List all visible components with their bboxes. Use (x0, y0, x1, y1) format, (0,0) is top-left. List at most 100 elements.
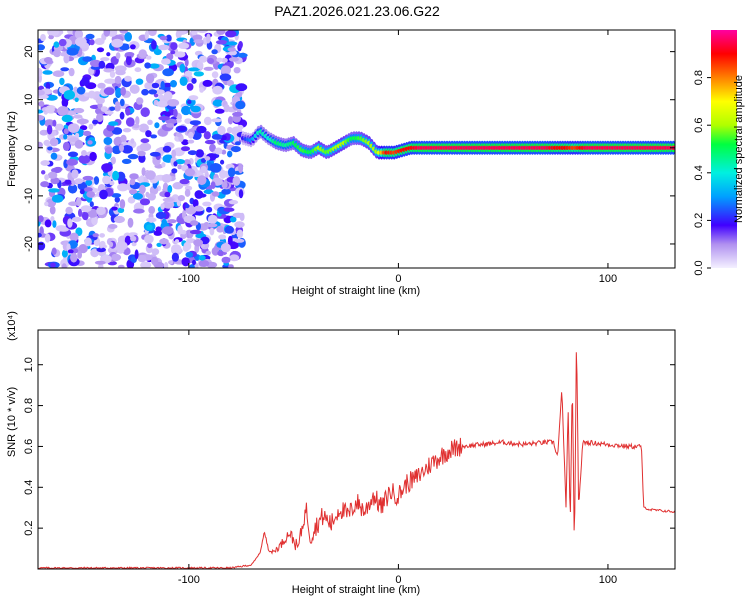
noise-speckle (40, 34, 46, 42)
noise-speckle (141, 167, 146, 177)
noise-speckle (38, 215, 44, 223)
snr-series-line (38, 352, 675, 569)
noise-speckle (79, 125, 88, 131)
noise-region (38, 30, 248, 268)
noise-speckle (119, 98, 125, 107)
noise-speckle (145, 170, 156, 181)
noise-speckle (175, 51, 186, 58)
noise-speckle (77, 251, 82, 259)
noise-speckle (96, 113, 104, 122)
noise-speckle (148, 89, 158, 95)
noise-speckle (89, 39, 95, 46)
noise-speckle (139, 184, 146, 194)
noise-speckle (162, 68, 174, 77)
noise-speckle (161, 174, 172, 183)
noise-speckle (131, 241, 137, 247)
noise-speckle (220, 243, 231, 253)
noise-speckle (147, 216, 155, 223)
noise-speckle (55, 225, 67, 232)
noise-speckle (158, 94, 165, 100)
noise-speckle (203, 116, 212, 126)
noise-speckle (200, 158, 207, 163)
noise-speckle (38, 232, 42, 238)
noise-speckle (92, 119, 99, 125)
noise-speckle (93, 176, 100, 185)
noise-speckle (100, 57, 110, 62)
noise-speckle (190, 105, 201, 113)
spectrogram-frame (37, 29, 676, 269)
noise-speckle (68, 201, 79, 206)
noise-speckle (215, 40, 228, 45)
noise-speckle (145, 73, 155, 84)
noise-speckle (162, 226, 174, 235)
noise-speckle (170, 80, 177, 88)
noise-speckle (148, 30, 157, 37)
noise-speckle (146, 224, 153, 231)
noise-speckle (187, 99, 192, 105)
noise-speckle (38, 101, 45, 107)
noise-speckle (89, 59, 102, 68)
noise-speckle (179, 76, 188, 87)
snr-frame (37, 329, 676, 570)
noise-speckle (144, 30, 149, 40)
noise-speckle (184, 168, 196, 177)
colorbar-tick-label: 0.6 (693, 118, 705, 133)
noise-speckle (103, 137, 113, 145)
noise-speckle (67, 30, 74, 35)
noise-speckle (135, 78, 144, 85)
noise-speckle (135, 116, 140, 126)
spectrogram-y-tick-label: -10 (23, 188, 35, 204)
spectrogram-x-tick-label: 100 (599, 273, 617, 285)
noise-speckle (177, 126, 187, 131)
noise-speckle (130, 138, 135, 144)
noise-speckle (122, 128, 132, 133)
noise-speckle (138, 153, 146, 163)
snr-plot-area (38, 330, 675, 569)
noise-speckle (204, 156, 211, 161)
noise-speckle (40, 160, 50, 166)
noise-speckle (190, 220, 199, 226)
noise-speckle (103, 87, 115, 96)
noise-speckle (133, 208, 145, 214)
noise-speckle (223, 207, 235, 212)
noise-speckle (193, 71, 204, 77)
noise-speckle (187, 139, 195, 144)
noise-speckle (129, 178, 136, 186)
noise-speckle (50, 177, 60, 185)
noise-speckle (63, 90, 75, 100)
noise-speckle (75, 37, 87, 47)
noise-speckle (119, 30, 128, 34)
noise-speckle (115, 52, 121, 60)
noise-speckle (145, 55, 152, 60)
noise-speckle (85, 33, 95, 40)
spectrogram-y-tick-label: -20 (23, 236, 35, 252)
noise-speckle (40, 181, 50, 188)
noise-speckle (58, 38, 67, 47)
noise-speckle (220, 65, 231, 75)
noise-speckle (192, 259, 196, 266)
noise-speckle (65, 206, 73, 215)
noise-speckle (113, 215, 125, 224)
colorbar-tick-label: 0.8 (693, 70, 705, 85)
noise-speckle (71, 216, 82, 222)
noise-speckle (227, 150, 233, 158)
noise-speckle (38, 114, 45, 121)
noise-speckle (50, 262, 56, 268)
noise-speckle (212, 85, 223, 95)
noise-speckle (100, 106, 108, 112)
noise-speckle (168, 260, 174, 265)
noise-speckle (206, 33, 211, 44)
noise-speckle (164, 191, 171, 198)
noise-speckle (196, 30, 208, 34)
noise-speckle (110, 156, 116, 165)
noise-speckle (150, 134, 158, 139)
noise-speckle (115, 101, 121, 107)
noise-speckle (74, 139, 84, 149)
noise-speckle (134, 67, 142, 73)
noise-speckle (234, 221, 245, 228)
noise-speckle (69, 232, 79, 242)
noise-speckle (162, 145, 172, 153)
noise-speckle (127, 153, 139, 160)
noise-speckle (84, 237, 92, 247)
